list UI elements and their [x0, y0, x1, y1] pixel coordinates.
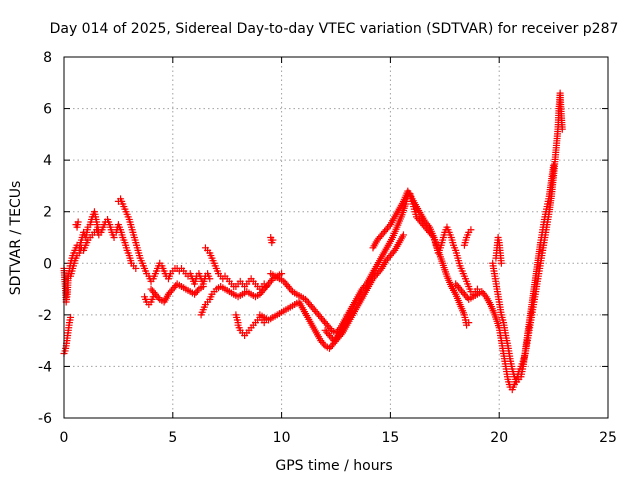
data-point	[287, 286, 295, 294]
data-point	[550, 161, 558, 169]
data-point	[333, 333, 341, 341]
data-point	[399, 231, 407, 239]
series-track-12	[232, 311, 242, 327]
data-point	[347, 308, 355, 316]
series-track-6	[112, 221, 140, 272]
series-track-20	[489, 161, 558, 386]
series-track-17	[369, 187, 473, 329]
data-point	[110, 234, 118, 241]
x-tick-label: 5	[168, 430, 177, 446]
y-tick-label: 6	[43, 102, 52, 118]
data-points	[60, 89, 566, 394]
series-track-10	[197, 270, 286, 319]
data-point	[424, 221, 432, 229]
y-axis-label: SDTVAR / TECUs	[8, 181, 24, 296]
y-tick-label: 0	[43, 256, 52, 272]
series-track-4	[72, 218, 82, 231]
series-track-2	[60, 313, 75, 358]
data-point	[149, 293, 157, 301]
chart-title: Day 014 of 2025, Sidereal Day-to-day VTE…	[50, 21, 619, 37]
data-point	[278, 270, 286, 278]
data-point	[199, 282, 207, 290]
data-point	[326, 325, 334, 333]
x-tick-label: 20	[490, 430, 508, 446]
data-point	[497, 259, 505, 267]
plot-frame	[63, 56, 609, 419]
series-track-3	[67, 215, 118, 280]
x-tick-label: 0	[60, 430, 69, 446]
data-point	[467, 226, 475, 234]
series-track-5	[114, 195, 214, 288]
data-point	[481, 291, 489, 299]
data-point	[361, 282, 369, 290]
y-tick-label: 8	[43, 50, 52, 66]
series-track-14	[256, 231, 407, 352]
data-point	[193, 287, 201, 295]
y-tick-label: -4	[38, 359, 52, 375]
data-point	[385, 222, 393, 230]
y-tick-label: 4	[43, 153, 52, 169]
x-tick-label: 10	[273, 430, 291, 446]
data-point	[67, 313, 75, 321]
series-track-21	[492, 234, 505, 267]
series-track-13	[267, 234, 277, 247]
y-tick-label: -6	[38, 411, 52, 427]
data-point	[376, 266, 384, 274]
series-track-8	[141, 293, 157, 309]
x-tick-label: 15	[381, 430, 399, 446]
data-point	[74, 218, 82, 226]
x-axis-label: GPS time / hours	[275, 458, 392, 474]
series-track-16	[321, 308, 355, 345]
tick-labels: 0 5 10 15 20 25 -6 -4 -2 0 2 4 6 8	[38, 50, 617, 446]
data-point	[269, 236, 277, 244]
data-point	[234, 319, 242, 327]
data-point	[465, 319, 473, 327]
data-point	[267, 276, 275, 284]
series-track-9	[201, 244, 270, 293]
x-tick-label: 25	[599, 430, 617, 446]
data-point	[154, 294, 162, 302]
data-point	[558, 125, 566, 133]
data-point	[206, 275, 214, 283]
data-point	[320, 340, 328, 348]
series-track-7	[147, 280, 207, 306]
data-point	[132, 264, 140, 272]
y-tick-label: -2	[38, 308, 52, 324]
y-tick-label: 2	[43, 205, 52, 221]
series-track-1	[60, 208, 103, 306]
data-point	[389, 248, 397, 256]
series-track-18	[460, 226, 475, 249]
